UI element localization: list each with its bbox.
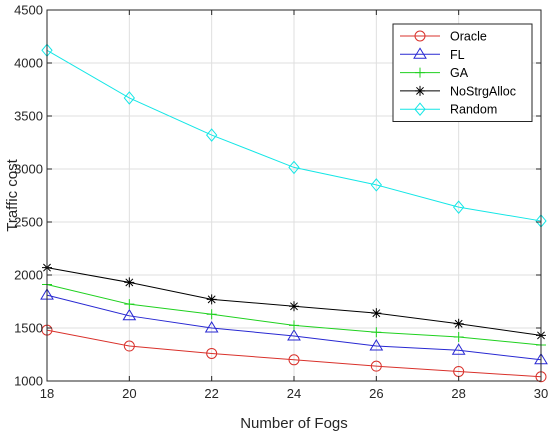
y-tick-label: 2000	[14, 268, 43, 283]
data-point	[371, 327, 382, 338]
data-point	[206, 128, 218, 142]
data-point	[206, 347, 218, 359]
data-point	[122, 308, 137, 321]
data-point	[370, 178, 382, 192]
data-point	[206, 294, 217, 305]
y-tick-label: 3500	[14, 109, 43, 124]
legend-item: Random	[400, 102, 497, 117]
series-line	[46, 329, 542, 378]
legend-marker	[415, 67, 425, 78]
data-point	[124, 299, 135, 310]
legend: Oracle FL GA NoStrgAlloc Random	[392, 23, 533, 122]
data-point	[204, 321, 219, 333]
data-point	[123, 91, 135, 105]
legend-item: Oracle	[400, 30, 487, 44]
series-oracle	[41, 324, 547, 383]
y-tick-label: 1500	[14, 321, 43, 336]
series-line	[46, 49, 542, 222]
data-point	[124, 277, 135, 288]
y-tick-label: 3000	[14, 162, 43, 177]
data-point	[123, 340, 135, 352]
data-point	[288, 160, 300, 175]
data-point	[289, 320, 299, 331]
legend-label: NoStrgAlloc	[450, 84, 516, 98]
y-tick-label: 2500	[14, 215, 43, 230]
data-point	[453, 318, 464, 329]
legend-item: GA	[400, 66, 469, 80]
series-fl	[40, 288, 548, 365]
legend-item: NoStrgAlloc	[400, 84, 516, 98]
y-axis-label: Traffic cost	[4, 158, 21, 231]
x-tick-label: 22	[204, 386, 218, 401]
x-tick-label: 26	[369, 386, 383, 401]
legend-marker	[415, 85, 425, 96]
x-tick-label: 28	[451, 386, 465, 401]
axis-ticks: 18 20 22 24 26 28 30 1000 1500 2000 2500 3000 3500 40…	[14, 3, 548, 402]
data-point	[451, 343, 466, 355]
legend-marker	[413, 47, 427, 59]
x-axis-label: Number of Fogs	[240, 415, 348, 432]
legend-marker	[414, 30, 426, 42]
x-tick-label: 18	[40, 386, 54, 401]
y-tick-label: 1000	[14, 374, 43, 389]
data-point	[288, 354, 300, 366]
data-point	[289, 301, 299, 312]
x-tick-label: 24	[287, 386, 301, 401]
legend-label: Oracle	[450, 30, 487, 44]
legend-marker	[414, 102, 426, 116]
x-tick-label: 20	[122, 386, 136, 401]
data-point	[206, 309, 217, 320]
data-point	[371, 308, 382, 319]
data-point	[369, 339, 384, 351]
data-point	[370, 360, 382, 372]
y-tick-label: 4000	[14, 56, 43, 71]
y-tick-label: 4500	[14, 3, 43, 18]
data-point	[453, 200, 465, 214]
legend-label: GA	[450, 66, 469, 80]
legend-label: Random	[450, 103, 497, 117]
series-line	[46, 294, 542, 361]
x-tick-label: 30	[534, 386, 548, 401]
data-point	[453, 332, 464, 343]
legend-label: FL	[450, 48, 465, 62]
data-point	[287, 328, 301, 341]
legend-item: FL	[400, 47, 465, 62]
